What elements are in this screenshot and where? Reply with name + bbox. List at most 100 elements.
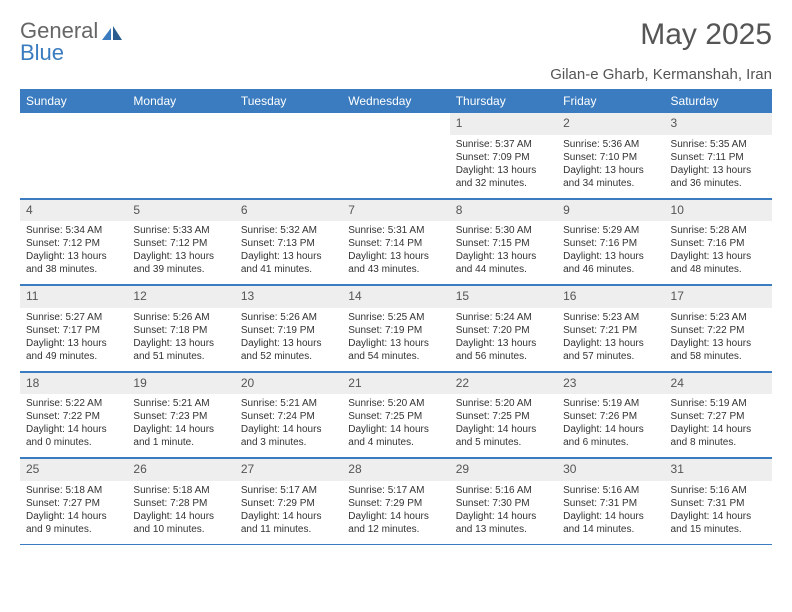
cell-body: Sunrise: 5:22 AMSunset: 7:22 PMDaylight:…	[20, 394, 127, 457]
daylight-line: Daylight: 13 hours and 57 minutes.	[563, 337, 658, 363]
calendar-cell: 30Sunrise: 5:16 AMSunset: 7:31 PMDayligh…	[557, 458, 664, 545]
weekday-header: Sunday	[20, 89, 127, 113]
day-number-empty	[342, 113, 449, 135]
calendar-cell: 7Sunrise: 5:31 AMSunset: 7:14 PMDaylight…	[342, 198, 449, 285]
calendar-cell: 26Sunrise: 5:18 AMSunset: 7:28 PMDayligh…	[127, 458, 234, 545]
cell-body: Sunrise: 5:34 AMSunset: 7:12 PMDaylight:…	[20, 221, 127, 284]
daylight-line: Daylight: 13 hours and 39 minutes.	[133, 250, 228, 276]
cell-body: Sunrise: 5:24 AMSunset: 7:20 PMDaylight:…	[450, 308, 557, 371]
calendar-cell	[235, 113, 342, 198]
calendar-table: SundayMondayTuesdayWednesdayThursdayFrid…	[20, 89, 772, 545]
cell-body-empty	[235, 135, 342, 193]
sunrise-line: Sunrise: 5:23 AM	[671, 311, 766, 324]
day-number: 16	[557, 285, 664, 308]
calendar-cell	[342, 113, 449, 198]
daylight-line: Daylight: 13 hours and 49 minutes.	[26, 337, 121, 363]
sunrise-line: Sunrise: 5:26 AM	[241, 311, 336, 324]
sunrise-line: Sunrise: 5:31 AM	[348, 224, 443, 237]
day-number: 2	[557, 113, 664, 135]
sunset-line: Sunset: 7:23 PM	[133, 410, 228, 423]
calendar-cell	[20, 113, 127, 198]
calendar-cell	[127, 113, 234, 198]
calendar-cell: 5Sunrise: 5:33 AMSunset: 7:12 PMDaylight…	[127, 198, 234, 285]
day-number: 4	[20, 199, 127, 222]
calendar-cell: 8Sunrise: 5:30 AMSunset: 7:15 PMDaylight…	[450, 198, 557, 285]
weekday-header: Saturday	[665, 89, 772, 113]
sunset-line: Sunset: 7:28 PM	[133, 497, 228, 510]
sunset-line: Sunset: 7:12 PM	[26, 237, 121, 250]
day-number: 15	[450, 285, 557, 308]
sunset-line: Sunset: 7:30 PM	[456, 497, 551, 510]
calendar-cell: 18Sunrise: 5:22 AMSunset: 7:22 PMDayligh…	[20, 371, 127, 458]
calendar-cell: 10Sunrise: 5:28 AMSunset: 7:16 PMDayligh…	[665, 198, 772, 285]
sunrise-line: Sunrise: 5:26 AM	[133, 311, 228, 324]
sunset-line: Sunset: 7:24 PM	[241, 410, 336, 423]
daylight-line: Daylight: 13 hours and 56 minutes.	[456, 337, 551, 363]
calendar-cell: 21Sunrise: 5:20 AMSunset: 7:25 PMDayligh…	[342, 371, 449, 458]
day-number: 12	[127, 285, 234, 308]
sunrise-line: Sunrise: 5:28 AM	[671, 224, 766, 237]
sunrise-line: Sunrise: 5:17 AM	[348, 484, 443, 497]
location-subtitle: Gilan-e Gharb, Kermanshah, Iran	[20, 66, 772, 83]
sunset-line: Sunset: 7:27 PM	[26, 497, 121, 510]
sunrise-line: Sunrise: 5:35 AM	[671, 138, 766, 151]
day-number: 29	[450, 458, 557, 481]
calendar-cell: 20Sunrise: 5:21 AMSunset: 7:24 PMDayligh…	[235, 371, 342, 458]
calendar-cell: 14Sunrise: 5:25 AMSunset: 7:19 PMDayligh…	[342, 285, 449, 372]
day-number: 10	[665, 199, 772, 222]
sunrise-line: Sunrise: 5:36 AM	[563, 138, 658, 151]
daylight-line: Daylight: 13 hours and 38 minutes.	[26, 250, 121, 276]
day-number: 31	[665, 458, 772, 481]
calendar-cell: 2Sunrise: 5:36 AMSunset: 7:10 PMDaylight…	[557, 113, 664, 198]
cell-body: Sunrise: 5:20 AMSunset: 7:25 PMDaylight:…	[450, 394, 557, 457]
day-number: 7	[342, 199, 449, 222]
calendar-cell: 3Sunrise: 5:35 AMSunset: 7:11 PMDaylight…	[665, 113, 772, 198]
daylight-line: Daylight: 14 hours and 11 minutes.	[241, 510, 336, 536]
cell-body: Sunrise: 5:19 AMSunset: 7:26 PMDaylight:…	[557, 394, 664, 457]
cell-body: Sunrise: 5:21 AMSunset: 7:24 PMDaylight:…	[235, 394, 342, 457]
day-number: 1	[450, 113, 557, 135]
logo-sail-icon	[102, 26, 122, 40]
day-number-empty	[235, 113, 342, 135]
day-number: 21	[342, 372, 449, 395]
sunrise-line: Sunrise: 5:22 AM	[26, 397, 121, 410]
day-number: 8	[450, 199, 557, 222]
cell-body-empty	[342, 135, 449, 193]
sunrise-line: Sunrise: 5:20 AM	[456, 397, 551, 410]
sunset-line: Sunset: 7:19 PM	[348, 324, 443, 337]
logo-text-2: Blue	[20, 40, 64, 66]
cell-body: Sunrise: 5:25 AMSunset: 7:19 PMDaylight:…	[342, 308, 449, 371]
cell-body: Sunrise: 5:18 AMSunset: 7:27 PMDaylight:…	[20, 481, 127, 544]
sunset-line: Sunset: 7:27 PM	[671, 410, 766, 423]
cell-body: Sunrise: 5:37 AMSunset: 7:09 PMDaylight:…	[450, 135, 557, 198]
daylight-line: Daylight: 13 hours and 32 minutes.	[456, 164, 551, 190]
sunset-line: Sunset: 7:31 PM	[671, 497, 766, 510]
cell-body: Sunrise: 5:35 AMSunset: 7:11 PMDaylight:…	[665, 135, 772, 198]
sunrise-line: Sunrise: 5:17 AM	[241, 484, 336, 497]
daylight-line: Daylight: 13 hours and 44 minutes.	[456, 250, 551, 276]
day-number: 25	[20, 458, 127, 481]
calendar-cell: 17Sunrise: 5:23 AMSunset: 7:22 PMDayligh…	[665, 285, 772, 372]
page-title: May 2025	[640, 18, 772, 52]
sunset-line: Sunset: 7:19 PM	[241, 324, 336, 337]
cell-body-empty	[20, 135, 127, 193]
calendar-cell: 12Sunrise: 5:26 AMSunset: 7:18 PMDayligh…	[127, 285, 234, 372]
cell-body: Sunrise: 5:29 AMSunset: 7:16 PMDaylight:…	[557, 221, 664, 284]
sunrise-line: Sunrise: 5:18 AM	[133, 484, 228, 497]
day-number: 18	[20, 372, 127, 395]
sunset-line: Sunset: 7:17 PM	[26, 324, 121, 337]
sunrise-line: Sunrise: 5:20 AM	[348, 397, 443, 410]
cell-body: Sunrise: 5:17 AMSunset: 7:29 PMDaylight:…	[342, 481, 449, 544]
cell-body: Sunrise: 5:23 AMSunset: 7:22 PMDaylight:…	[665, 308, 772, 371]
calendar-cell: 13Sunrise: 5:26 AMSunset: 7:19 PMDayligh…	[235, 285, 342, 372]
daylight-line: Daylight: 14 hours and 15 minutes.	[671, 510, 766, 536]
sunrise-line: Sunrise: 5:19 AM	[563, 397, 658, 410]
sunset-line: Sunset: 7:13 PM	[241, 237, 336, 250]
sunrise-line: Sunrise: 5:30 AM	[456, 224, 551, 237]
sunset-line: Sunset: 7:16 PM	[671, 237, 766, 250]
day-number: 19	[127, 372, 234, 395]
calendar-cell: 23Sunrise: 5:19 AMSunset: 7:26 PMDayligh…	[557, 371, 664, 458]
day-number: 26	[127, 458, 234, 481]
cell-body: Sunrise: 5:17 AMSunset: 7:29 PMDaylight:…	[235, 481, 342, 544]
daylight-line: Daylight: 14 hours and 14 minutes.	[563, 510, 658, 536]
